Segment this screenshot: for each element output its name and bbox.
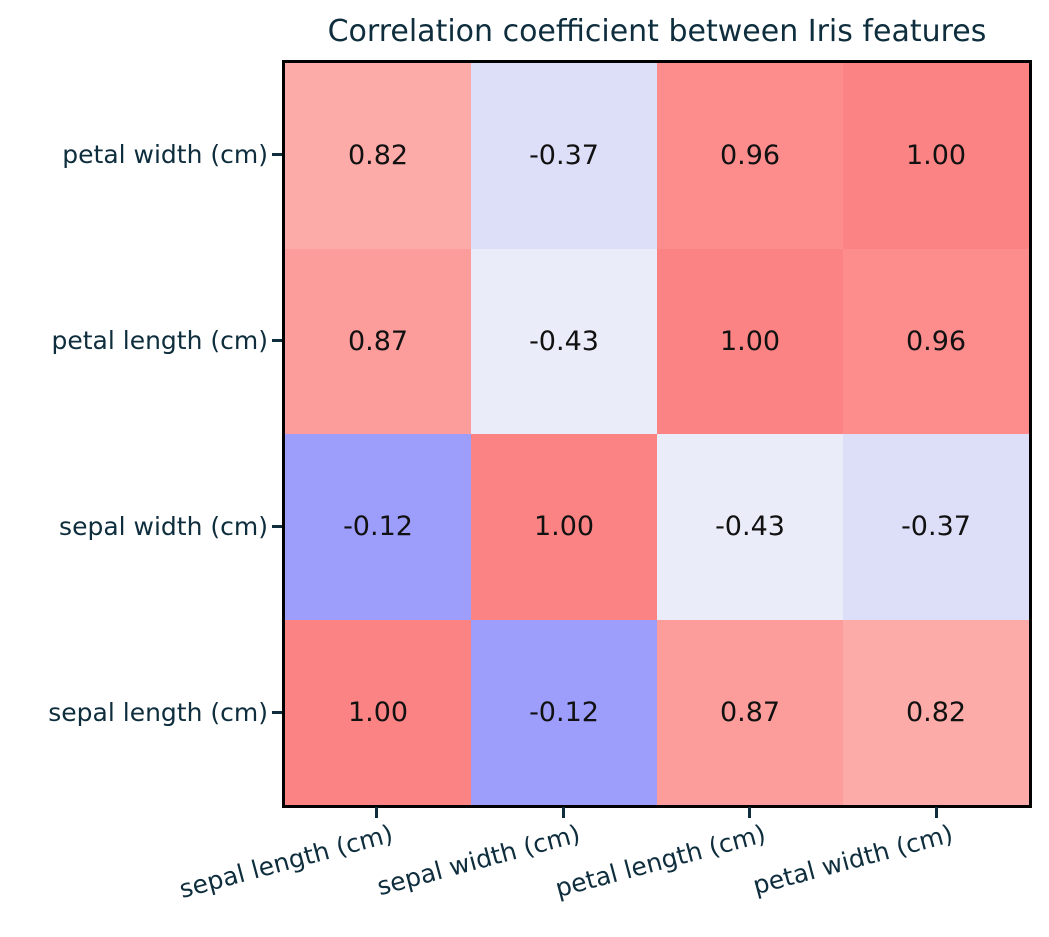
heatmap-cell-r3c0: 1.00 <box>285 619 471 805</box>
heatmap-cell-r0c2: 0.96 <box>657 63 843 249</box>
x-tick-label-sepal-length: sepal length (cm) <box>176 819 397 904</box>
y-tick-mark <box>272 525 282 528</box>
heatmap-cell-r1c0: 0.87 <box>285 248 471 434</box>
heatmap-cell-r3c1: -0.12 <box>471 619 657 805</box>
x-tick-mark <box>375 807 378 818</box>
heatmap-cell-r2c0: -0.12 <box>285 434 471 620</box>
x-tick-mark <box>562 807 565 818</box>
y-tick-mark <box>272 339 282 342</box>
heatmap-cell-r1c3: 0.96 <box>843 248 1029 434</box>
y-tick-label-sepal-length: sepal length (cm) <box>48 698 268 727</box>
heatmap-cell-r2c2: -0.43 <box>657 434 843 620</box>
heatmap-cell-r3c3: 0.82 <box>843 619 1029 805</box>
x-tick-label-petal-width: petal width (cm) <box>750 819 957 901</box>
y-tick-mark <box>272 711 282 714</box>
x-tick-label-sepal-width: sepal width (cm) <box>373 819 584 902</box>
heatmap-cell-r0c3: 1.00 <box>843 63 1029 249</box>
y-tick-mark <box>272 153 282 156</box>
x-tick-label-petal-length: petal length (cm) <box>552 819 770 904</box>
chart-title: Correlation coefficient between Iris fea… <box>327 14 987 49</box>
heatmap-cell-r1c1: -0.43 <box>471 248 657 434</box>
x-tick-mark <box>935 807 938 818</box>
heatmap-grid: 0.82 -0.37 0.96 1.00 0.87 -0.43 1.00 0.9… <box>282 60 1032 808</box>
heatmap-cell-r3c2: 0.87 <box>657 619 843 805</box>
heatmap-cell-r2c1: 1.00 <box>471 434 657 620</box>
heatmap-cell-r1c2: 1.00 <box>657 248 843 434</box>
x-tick-mark <box>748 807 751 818</box>
heatmap-cell-r0c1: -0.37 <box>471 63 657 249</box>
y-tick-label-petal-length: petal length (cm) <box>51 326 268 355</box>
heatmap-cell-r0c0: 0.82 <box>285 63 471 249</box>
y-tick-label-sepal-width: sepal width (cm) <box>59 512 268 541</box>
heatmap-cell-r2c3: -0.37 <box>843 434 1029 620</box>
y-tick-label-petal-width: petal width (cm) <box>62 140 268 169</box>
